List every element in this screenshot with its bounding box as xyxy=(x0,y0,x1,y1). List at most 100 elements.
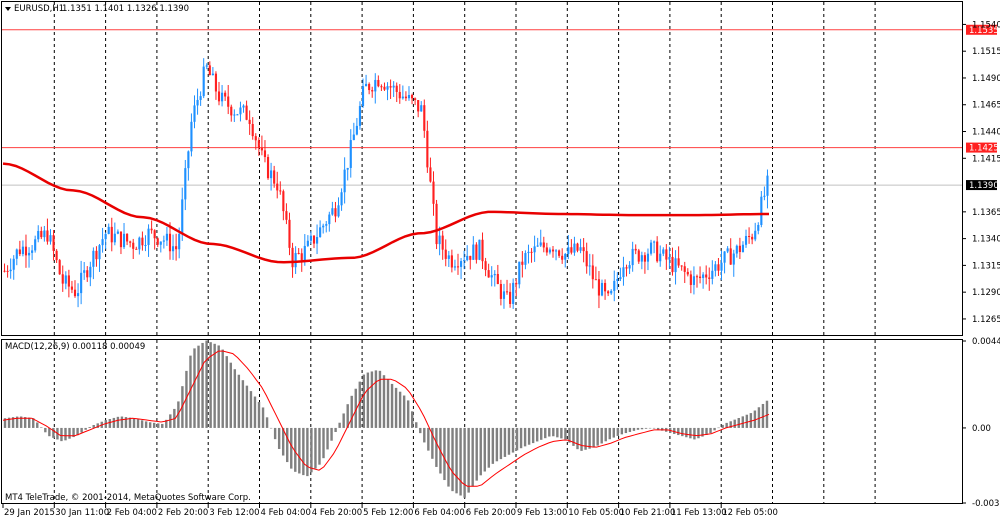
macd-header: MACD(12,26,9) 0.00118 0.00049 xyxy=(5,342,145,352)
macd-histogram-bar xyxy=(302,427,305,476)
macd-histogram-bar xyxy=(721,424,724,428)
macd-histogram-bar xyxy=(318,427,321,465)
candle-body xyxy=(349,140,352,168)
macd-histogram-bar xyxy=(326,427,329,450)
macd-histogram-bar xyxy=(757,407,761,428)
macd-histogram-bar xyxy=(342,413,345,428)
macd-histogram-bar xyxy=(709,427,712,434)
candle-body xyxy=(521,261,524,265)
candle-body xyxy=(263,150,267,158)
macd-histogram-bar xyxy=(144,421,148,428)
candle-body xyxy=(567,247,570,254)
macd-histogram-bar xyxy=(370,371,374,428)
macd-histogram-bar xyxy=(374,370,378,428)
macd-histogram-bar xyxy=(281,427,285,456)
macd-histogram-bar xyxy=(479,427,482,476)
macd-histogram-bar xyxy=(277,427,281,449)
candle-body xyxy=(24,246,28,256)
macd-histogram-bar xyxy=(588,427,591,449)
candle-body xyxy=(561,255,564,260)
macd-histogram-bar xyxy=(322,427,325,459)
candle-body xyxy=(352,134,355,141)
macd-histogram-bar xyxy=(410,411,414,428)
candle-body xyxy=(144,244,147,246)
candle-body xyxy=(459,261,463,267)
candle-body xyxy=(168,233,172,252)
candle-body xyxy=(383,86,386,90)
candle-body xyxy=(175,246,178,250)
footer-copyright: MT4 TeleTrade, © 2001-2014, MetaQuotes S… xyxy=(5,493,251,503)
macd-histogram-bar xyxy=(241,380,245,428)
macd-histogram-bar xyxy=(560,427,563,439)
macd-histogram-bar xyxy=(495,427,499,462)
candle-body xyxy=(760,196,763,225)
macd-histogram-bar xyxy=(467,427,470,493)
candle-body xyxy=(729,248,732,265)
candle-body xyxy=(698,276,702,278)
candles-layer xyxy=(3,58,769,309)
macd-histogram-bar xyxy=(572,427,575,446)
macd-histogram-bar xyxy=(249,391,253,428)
candle-body xyxy=(475,244,478,260)
candle-body xyxy=(585,251,588,267)
candle-body xyxy=(361,86,365,107)
candle-body xyxy=(178,233,181,250)
candle-body xyxy=(518,261,521,285)
candle-body xyxy=(668,256,671,260)
candle-body xyxy=(551,249,555,252)
macd-histogram-bar xyxy=(253,396,257,428)
x-tick-label: 2 Feb 20:00 xyxy=(158,508,208,518)
candle-body xyxy=(744,235,748,245)
candle-body xyxy=(582,247,585,252)
macd-histogram-bar xyxy=(132,418,136,428)
macd-histogram-bar xyxy=(92,424,95,428)
macd-histogram-bar xyxy=(681,427,684,437)
macd-histogram-bar xyxy=(306,427,309,477)
macd-histogram-bar xyxy=(435,427,438,467)
macd-histogram-bar xyxy=(128,417,132,428)
macd-histogram-bar xyxy=(423,427,426,443)
candle-body xyxy=(683,266,686,272)
candle-body xyxy=(239,107,242,115)
candle-body xyxy=(266,157,270,179)
candle-body xyxy=(282,191,285,212)
candle-body xyxy=(355,125,358,135)
candle-body xyxy=(119,231,123,248)
candle-body xyxy=(279,190,282,192)
macd-histogram-bar xyxy=(157,423,160,428)
candle-body xyxy=(407,95,411,99)
candle-body xyxy=(9,269,12,272)
candle-body xyxy=(276,183,279,191)
candle-body xyxy=(766,175,769,196)
macd-histogram-bar xyxy=(733,419,736,428)
macd-histogram-bar xyxy=(44,427,47,433)
macd-signal-line xyxy=(2,350,770,487)
macd-histogram-bar xyxy=(463,427,466,498)
macd-histogram-bar xyxy=(483,427,486,472)
macd-histogram-bar xyxy=(19,416,23,428)
candle-body xyxy=(328,214,331,225)
candle-body xyxy=(21,246,24,255)
candle-body xyxy=(285,211,288,220)
candle-body xyxy=(708,277,711,279)
candle-body xyxy=(300,253,303,261)
macd-histogram-bar xyxy=(80,427,83,433)
macd-histogram-bar xyxy=(753,410,757,428)
macd-histogram-bar xyxy=(741,416,745,428)
candle-body xyxy=(677,258,680,266)
x-tick-label: 30 Jan 11:00 xyxy=(55,508,109,518)
candle-body xyxy=(447,255,450,259)
candle-body xyxy=(37,230,40,240)
candle-body xyxy=(414,98,417,101)
candle-body xyxy=(73,289,77,297)
macd-histogram-bar xyxy=(584,427,587,450)
macd-histogram-bar xyxy=(161,423,164,428)
triangle-down-icon[interactable] xyxy=(5,7,11,11)
y-tick-label: 1.1540 xyxy=(972,20,1000,30)
macd-histogram-bar xyxy=(624,427,628,434)
candle-body xyxy=(312,235,316,244)
candle-body xyxy=(726,248,729,252)
candle-body xyxy=(594,279,597,281)
